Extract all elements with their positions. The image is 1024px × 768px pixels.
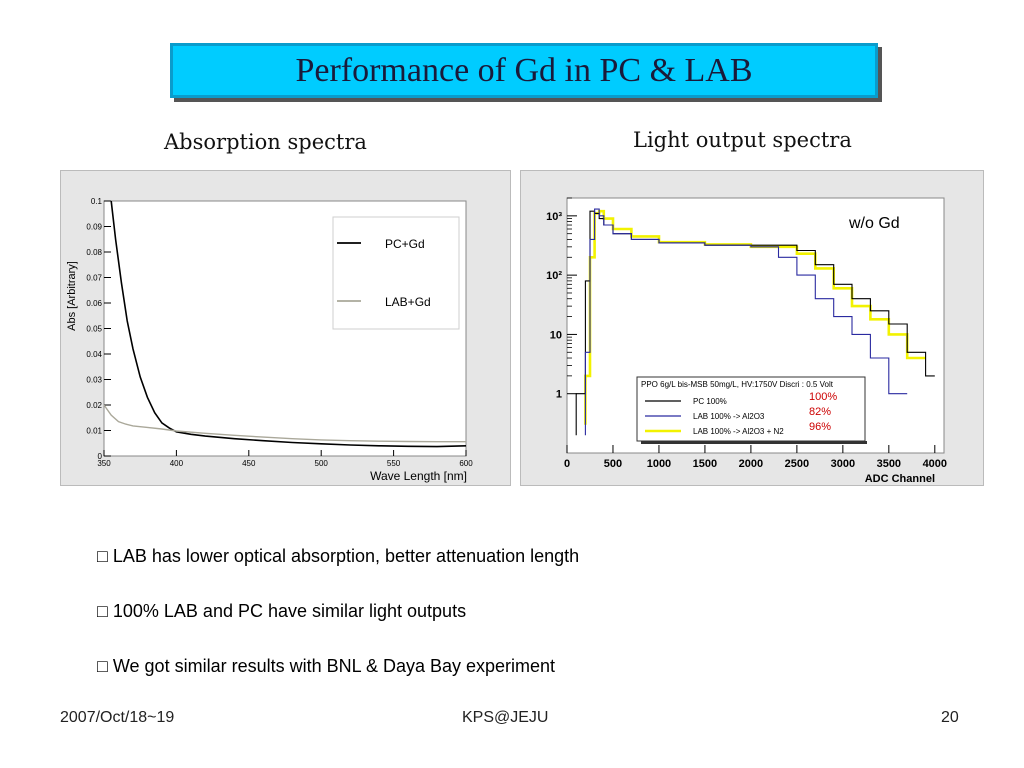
light-output-legend-title: PPO 6g/L bis-MSB 50mg/L, HV:1750V Discri… xyxy=(641,380,834,389)
light-output-chart: 0 500 1000 1500 2000 2500 3000 3500 4000 1 10 10² 10… xyxy=(546,197,947,485)
abs-y-tick-label: 0.06 xyxy=(86,299,102,308)
lo-y-tick-label: 10 xyxy=(550,329,562,341)
lo-x-tick-label: 500 xyxy=(604,458,622,470)
lo-legend-ratio-2: 82% xyxy=(809,406,831,418)
light-output-legend-shadow xyxy=(641,441,867,444)
lo-legend-ratio-3: 96% xyxy=(809,421,831,433)
lo-y-tick-label: 10³ xyxy=(546,211,562,223)
footer-venue: KPS@JEJU xyxy=(462,709,549,726)
absorption-x-axis-label: Wave Length [nm] xyxy=(370,469,467,483)
lo-x-tick-label: 3000 xyxy=(831,458,855,470)
abs-legend-label-2: LAB+Gd xyxy=(385,295,431,309)
abs-x-tick-label: 450 xyxy=(242,459,256,468)
caption-absorption: Absorption spectra xyxy=(164,130,367,154)
absorption-chart-panel: 350 400 450 500 550 600 0 0.01 0.02 0.03 0.04 0.05 0… xyxy=(60,170,511,486)
abs-y-tick-label: 0.05 xyxy=(86,325,102,334)
abs-x-tick-label: 350 xyxy=(97,459,111,468)
slide-title: Performance of Gd in PC & LAB xyxy=(295,51,753,89)
lo-series-line-2 xyxy=(584,208,908,436)
abs-series-line-2 xyxy=(103,404,466,443)
light-output-annotation: w/o Gd xyxy=(848,215,900,232)
lo-legend-label-3: LAB 100% -> Al2O3 + N2 xyxy=(693,427,784,436)
abs-y-tick-label: 0 xyxy=(98,452,103,461)
lo-y-tick-label: 1 xyxy=(556,389,562,401)
footer-page-number: 20 xyxy=(941,709,959,726)
abs-y-tick-label: 0.04 xyxy=(86,350,102,359)
lo-x-tick-label: 3500 xyxy=(877,458,901,470)
abs-x-tick-label: 500 xyxy=(315,459,329,468)
abs-y-tick-label: 0.02 xyxy=(86,401,102,410)
abs-y-tick-label: 0.07 xyxy=(86,274,102,283)
absorption-legend-box xyxy=(332,216,460,330)
lo-x-tick-label: 1500 xyxy=(693,458,717,470)
abs-x-tick-label: 400 xyxy=(170,459,184,468)
abs-legend-label-1: PC+Gd xyxy=(385,237,425,251)
lo-legend-ratio-1: 100% xyxy=(809,391,837,403)
lo-legend-label-1: PC 100% xyxy=(693,397,727,406)
abs-y-tick-label: 0.1 xyxy=(91,197,103,206)
light-output-chart-panel: 0 500 1000 1500 2000 2500 3000 3500 4000 1 10 10² 10… xyxy=(520,170,984,486)
footer-date: 2007/Oct/18~19 xyxy=(60,709,175,726)
lo-x-tick-label: 4000 xyxy=(923,458,947,470)
lo-x-tick-label: 2000 xyxy=(739,458,763,470)
lo-y-tick-label: 10² xyxy=(546,270,562,282)
bullet-3: □ We got similar results with BNL & Daya… xyxy=(97,656,556,676)
abs-x-tick-label: 550 xyxy=(387,459,401,468)
lo-x-tick-label: 2500 xyxy=(785,458,809,470)
lo-x-tick-label: 0 xyxy=(564,458,570,470)
abs-x-tick-label: 600 xyxy=(459,459,473,468)
bullet-1: □ LAB has lower optical absorption, bett… xyxy=(97,546,580,566)
slide-title-box: Performance of Gd in PC & LAB xyxy=(170,43,878,98)
abs-y-tick-label: 0.03 xyxy=(86,376,102,385)
abs-y-tick-label: 0.01 xyxy=(86,427,102,436)
abs-y-tick-label: 0.09 xyxy=(86,223,102,232)
bullet-2: □ 100% LAB and PC have similar light out… xyxy=(97,601,467,621)
absorption-y-axis-label: Abs [Arbitrary] xyxy=(66,261,78,331)
absorption-chart: 350 400 450 500 550 600 0 0.01 0.02 0.03 0.04 0.05 0… xyxy=(66,197,473,483)
caption-light-output: Light output spectra xyxy=(633,128,852,152)
light-output-x-axis-label: ADC Channel xyxy=(865,473,935,485)
lo-x-tick-label: 1000 xyxy=(647,458,671,470)
abs-series-line-1 xyxy=(110,200,467,448)
abs-y-tick-label: 0.08 xyxy=(86,248,102,257)
lo-legend-label-2: LAB 100% -> Al2O3 xyxy=(693,412,765,421)
